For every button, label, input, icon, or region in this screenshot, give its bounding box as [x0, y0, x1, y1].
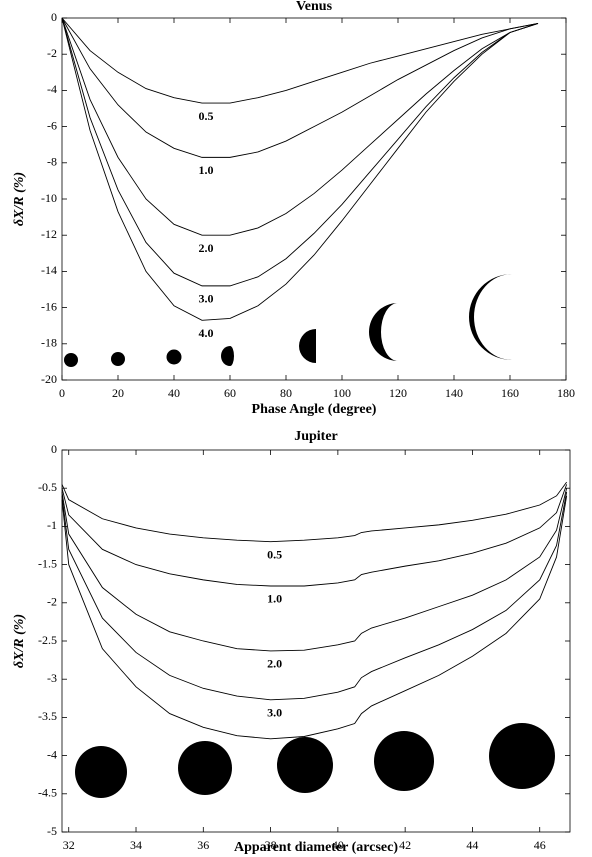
y-tick-label: -6 [47, 118, 57, 132]
x-tick-label: 20 [112, 386, 124, 400]
y-tick-label: -2 [47, 595, 57, 609]
y-tick-label: -8 [47, 155, 57, 169]
venus-icon [166, 349, 182, 365]
y-axis-label: δX/R (%) [12, 614, 27, 668]
venus-icon [299, 329, 316, 363]
curve [61, 17, 539, 287]
x-axis-label: Apparent diameter (arcsec) [234, 840, 398, 855]
x-tick-label: 36 [197, 838, 209, 852]
x-tick-label: 0 [59, 386, 65, 400]
x-tick-label: 80 [280, 386, 292, 400]
x-tick-label: 60 [224, 386, 236, 400]
curve [61, 488, 568, 652]
venus-icon [111, 352, 125, 366]
curve [61, 484, 568, 587]
jupiter-icon [75, 746, 127, 798]
curve-label: 0.5 [267, 547, 282, 561]
curve-label: 2.0 [199, 241, 214, 255]
curve-label: 3.0 [267, 706, 282, 720]
y-tick-label: -14 [41, 263, 57, 277]
x-tick-label: 140 [445, 386, 463, 400]
jupiter-icon [489, 723, 555, 789]
curve-label: 1.0 [199, 163, 214, 177]
jupiter-icon [277, 737, 333, 793]
curve-label: 2.0 [267, 657, 282, 671]
venus-icon [221, 346, 234, 366]
jupiter-disc-icons [75, 723, 555, 798]
x-axis-label: Phase Angle (degree) [252, 402, 377, 417]
y-tick-label: -10 [41, 191, 57, 205]
chart-title: Venus [296, 0, 333, 14]
y-axis-label: δX/R (%) [12, 172, 27, 226]
x-tick-label: 38 [265, 838, 277, 852]
x-tick-label: 46 [534, 838, 546, 852]
curve-label: 0.5 [199, 109, 214, 123]
curve [61, 495, 568, 740]
y-tick-label: -20 [41, 372, 57, 386]
curve [61, 491, 568, 701]
y-tick-label: 0 [51, 10, 57, 24]
curve-label: 3.0 [199, 292, 214, 306]
jupiter-icon [374, 731, 434, 791]
venus-icon [369, 303, 398, 361]
venus-icon [469, 274, 512, 360]
x-tick-label: 32 [63, 838, 75, 852]
y-tick-label: -4 [47, 747, 57, 761]
x-tick-label: 40 [168, 386, 180, 400]
venus-icon [64, 353, 78, 367]
y-tick-label: -4.5 [38, 786, 57, 800]
x-tick-label: 34 [130, 838, 142, 852]
y-tick-label: -12 [41, 227, 57, 241]
curve [61, 17, 539, 158]
curve [61, 17, 539, 236]
y-tick-label: -1 [47, 518, 57, 532]
y-tick-label: 0 [51, 442, 57, 456]
y-tick-label: -3.5 [38, 709, 57, 723]
x-tick-label: 180 [557, 386, 575, 400]
y-tick-label: -4 [47, 82, 57, 96]
curve-label: 1.0 [267, 592, 282, 606]
curve [61, 17, 539, 104]
curve [61, 17, 539, 321]
curve-label: 4.0 [199, 326, 214, 340]
y-tick-label: -18 [41, 336, 57, 350]
y-tick-label: -0.5 [38, 480, 57, 494]
y-tick-label: -5 [47, 824, 57, 838]
x-tick-label: 160 [501, 386, 519, 400]
x-tick-label: 120 [389, 386, 407, 400]
venus-phase-icons [64, 274, 512, 367]
y-tick-label: -16 [41, 299, 57, 313]
curve [61, 481, 568, 543]
chart-title: Jupiter [294, 429, 338, 444]
x-tick-label: 100 [333, 386, 351, 400]
y-tick-label: -3 [47, 671, 57, 685]
x-tick-label: 42 [399, 838, 411, 852]
axes-box [61, 17, 567, 381]
jupiter-icon [178, 741, 232, 795]
y-tick-label: -2 [47, 46, 57, 60]
x-tick-label: 40 [332, 838, 344, 852]
x-tick-label: 44 [466, 838, 478, 852]
y-tick-label: -1.5 [38, 556, 57, 570]
y-tick-label: -2.5 [38, 633, 57, 647]
